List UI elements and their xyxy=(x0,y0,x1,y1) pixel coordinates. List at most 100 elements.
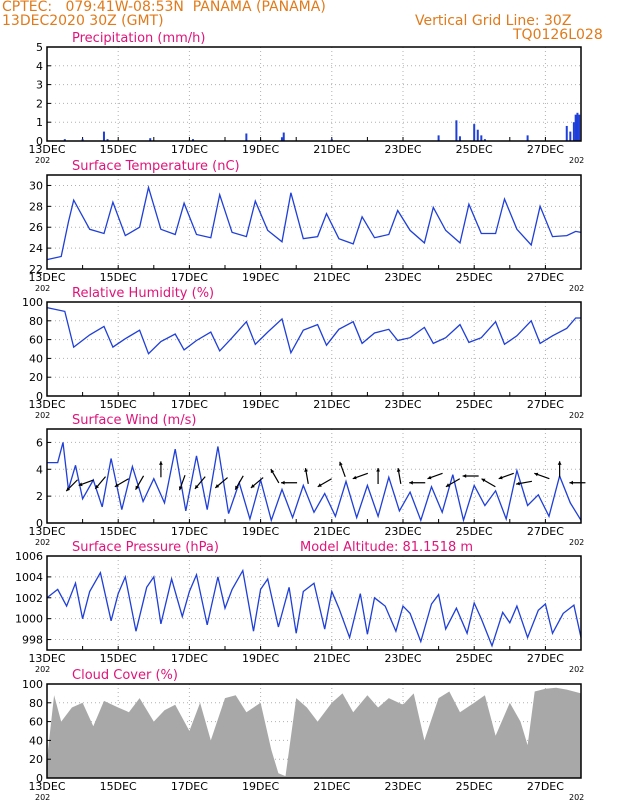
x-tick-label: 23DEC xyxy=(384,780,421,793)
precip-bar xyxy=(280,137,283,141)
wind-arrow-head xyxy=(114,483,119,487)
temp-frame xyxy=(46,174,582,270)
y-tick-label: 80 xyxy=(29,315,43,328)
precip-bar xyxy=(572,122,575,141)
y-tick-label: 28 xyxy=(29,200,43,213)
x-tick-label: 13DEC xyxy=(28,271,65,284)
cloud-frame xyxy=(46,683,582,779)
year-fragment: 202 xyxy=(569,156,584,165)
year-fragment: 202 xyxy=(569,411,584,420)
y-tick-label: 0 xyxy=(36,390,43,403)
wind-arrow-head xyxy=(498,475,503,480)
precip-bar xyxy=(483,139,486,141)
wind-title: Surface Wind (m/s) xyxy=(72,413,196,428)
wind-arrow-head xyxy=(95,484,99,489)
x-tick-label: 25DEC xyxy=(456,525,493,538)
y-tick-label: 4 xyxy=(36,463,43,476)
y-tick-label: 0 xyxy=(36,517,43,530)
x-tick-label: 21DEC xyxy=(313,398,350,411)
x-tick-label: 19DEC xyxy=(242,143,279,156)
precip-bar xyxy=(574,114,577,141)
x-tick-label: 27DEC xyxy=(527,398,564,411)
wind-arrow-head xyxy=(445,483,450,487)
precip-bar xyxy=(458,136,461,141)
precip-bar xyxy=(81,139,84,141)
y-tick-label: 60 xyxy=(29,716,43,729)
wind-arrow-head xyxy=(427,475,432,480)
precip-panel: Precipitation (mm/h) 0 1 2 3 4 5 13DEC 15DEC 17DE… xyxy=(28,31,584,165)
header-grid-note: Vertical Grid Line: 30Z xyxy=(415,13,572,29)
x-tick-label: 17DEC xyxy=(171,780,208,793)
y-tick-label: 998 xyxy=(22,634,43,647)
x-tick-label: 27DEC xyxy=(527,143,564,156)
precip-bar xyxy=(437,135,440,141)
precip-bar xyxy=(473,124,476,141)
header-datetime: 13DEC2020 30Z (GMT) xyxy=(2,13,164,29)
wind-arrow-head xyxy=(409,480,413,485)
precip-bar xyxy=(102,131,105,141)
precip-bar xyxy=(330,139,333,141)
x-tick-label: 15DEC xyxy=(100,143,137,156)
temp-title: Surface Temperature (nC) xyxy=(72,159,240,174)
y-tick-label: 4 xyxy=(36,60,43,73)
x-tick-label: 21DEC xyxy=(313,143,350,156)
x-tick-label: 23DEC xyxy=(384,398,421,411)
rh-panel: Relative Humidity (%) 0 20 40 60 80 100 13DEC 15… xyxy=(22,286,584,420)
cloud-panel: Cloud Cover (%) 0 20 40 60 80 100 13DEC 15DEC 17D… xyxy=(22,668,584,800)
year-fragment: 202 xyxy=(569,665,584,674)
y-tick-label: 0 xyxy=(36,135,43,148)
x-tick-label: 19DEC xyxy=(242,652,279,665)
x-tick-label: 19DEC xyxy=(242,525,279,538)
precip-bar xyxy=(476,129,479,141)
year-fragment: 202 xyxy=(35,793,50,800)
y-tick-label: 20 xyxy=(29,753,43,766)
y-tick-label: 40 xyxy=(29,352,43,365)
wind-arrow-head xyxy=(250,484,255,488)
year-fragment: 202 xyxy=(569,793,584,800)
temp-series-line xyxy=(46,184,582,261)
x-tick-label: 19DEC xyxy=(242,780,279,793)
y-tick-label: 24 xyxy=(29,242,43,255)
x-tick-label: 15DEC xyxy=(100,652,137,665)
x-tick-label: 21DEC xyxy=(313,780,350,793)
y-tick-label: 1000 xyxy=(15,613,43,626)
rh-title: Relative Humidity (%) xyxy=(72,286,214,301)
x-tick-label: 13DEC xyxy=(28,780,65,793)
precip-bar xyxy=(106,139,109,141)
x-tick-label: 17DEC xyxy=(171,271,208,284)
precip-bar xyxy=(578,114,581,141)
y-tick-label: 2 xyxy=(36,490,43,503)
x-tick-label: 17DEC xyxy=(171,398,208,411)
x-tick-label: 21DEC xyxy=(313,652,350,665)
x-tick-label: 27DEC xyxy=(527,652,564,665)
precip-title: Precipitation (mm/h) xyxy=(72,31,205,46)
x-tick-label: 25DEC xyxy=(456,398,493,411)
temp-panel: Surface Temperature (nC) 22 24 26 28 30 13DEC 1… xyxy=(28,159,584,293)
x-tick-label: 23DEC xyxy=(384,652,421,665)
x-tick-label: 17DEC xyxy=(171,652,208,665)
wind-arrow-head xyxy=(534,472,539,477)
precip-bar xyxy=(282,132,285,141)
wind-arrow-head xyxy=(281,480,285,485)
precip-bar xyxy=(245,133,248,141)
year-fragment: 202 xyxy=(35,284,50,293)
precip-frame xyxy=(46,46,582,142)
x-tick-label: 19DEC xyxy=(242,271,279,284)
y-tick-label: 1004 xyxy=(15,571,43,584)
y-tick-label: 1002 xyxy=(15,592,43,605)
year-fragment: 202 xyxy=(35,665,50,674)
wind-arrow-head xyxy=(304,468,308,472)
y-tick-label: 1 xyxy=(36,116,43,129)
x-tick-label: 13DEC xyxy=(28,398,65,411)
y-tick-label: 80 xyxy=(29,697,43,710)
year-fragment: 202 xyxy=(569,284,584,293)
y-tick-label: 2 xyxy=(36,97,43,110)
y-tick-label: 40 xyxy=(29,734,43,747)
x-tick-label: 15DEC xyxy=(100,780,137,793)
pres-series-line xyxy=(46,568,582,648)
wind-arrow-head xyxy=(178,486,183,491)
x-tick-label: 23DEC xyxy=(384,525,421,538)
precip-bar xyxy=(191,139,194,141)
y-tick-label: 100 xyxy=(22,678,43,691)
x-tick-label: 19DEC xyxy=(242,398,279,411)
